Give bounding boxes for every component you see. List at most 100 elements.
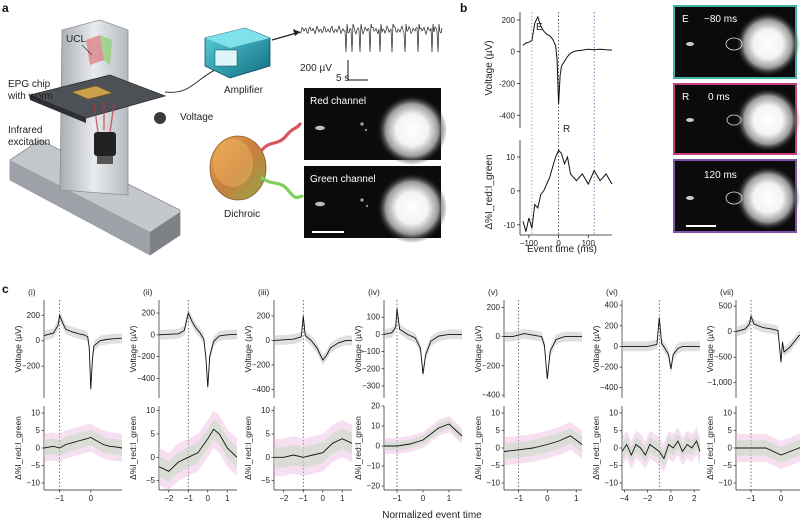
c-voltage-tick-label: 0 <box>614 342 619 351</box>
c-voltage-tick-label: 500 <box>719 302 733 311</box>
c-ratio-tick-label: 0 <box>36 444 41 453</box>
red-channel-label: Red channel <box>310 96 366 107</box>
scale-voltage-label: 200 µV <box>300 63 332 74</box>
c-x-tick-label: 2 <box>692 494 697 503</box>
c-voltage-tick-label: −300 <box>362 381 381 390</box>
c-ratio-tick-label: 10 <box>609 409 618 418</box>
c-voltage-tick-label: 200 <box>487 303 501 312</box>
c-ratio-tick-label: −10 <box>486 479 500 488</box>
c-ratio-tick-label: 0 <box>496 444 501 453</box>
c-voltage-series <box>273 315 352 361</box>
c-ratio-tick-label: −10 <box>26 479 40 488</box>
c-ratio-tick-label: −5 <box>146 476 156 485</box>
c-voltage-tick-label: −400 <box>482 391 501 400</box>
c-ratio-tick-label: −10 <box>366 462 380 471</box>
c-voltage-band <box>622 312 700 374</box>
c-subpanel: (vii)Voltage (µV)Δ%I_red:I_green5000−500… <box>705 287 800 503</box>
c-voltage-band <box>274 311 352 365</box>
c-voltage-tick-label: 0 <box>151 330 156 339</box>
c-subpanel-label: (ii) <box>143 287 153 297</box>
c-ratio-ylabel: Δ%I_red:I_green <box>591 416 601 480</box>
c-subpanel: (iii)Voltage (µV)Δ%I_red:I_green2000−200… <box>243 287 353 503</box>
b-xlabel: Event time (ms) <box>527 244 597 255</box>
c-x-tick-label: 0 <box>669 494 674 503</box>
c-ratio-tick-label: −5 <box>31 461 41 470</box>
c-subpanel-label: (i) <box>28 287 36 297</box>
b-image-r-time: 0 ms <box>708 92 730 103</box>
c-xlabel: Normalized event time <box>382 510 482 521</box>
c-voltage-ylabel: Voltage (µV) <box>128 325 138 372</box>
b-x-tick-label: 100 <box>582 239 596 248</box>
c-voltage-tick-label: −200 <box>482 361 501 370</box>
c-subpanel: (vi)Voltage (µV)Δ%I_red:I_green4002000−2… <box>591 287 701 503</box>
b-ratio-tick-label: -10 <box>503 221 515 230</box>
red-channel-image <box>304 88 447 165</box>
c-ratio-band-pink <box>504 421 582 466</box>
c-x-tick-label: 0 <box>779 494 784 503</box>
c-voltage-tick-label: 200 <box>257 311 271 320</box>
c-ratio-band-green <box>44 429 122 456</box>
b-ylabel-voltage: Voltage (µV) <box>484 40 495 95</box>
c-ratio-tick-label: 0 <box>151 453 156 462</box>
amplifier-icon <box>204 27 271 79</box>
c-voltage-ylabel: Voltage (µV) <box>591 325 601 372</box>
c-ratio-tick-label: 10 <box>146 406 155 415</box>
b-voltage-tick-label: -400 <box>499 111 516 120</box>
b-ratio-series <box>522 149 613 232</box>
epg-chip-label-2: with worm <box>7 91 53 102</box>
c-ratio-tick-label: 0 <box>728 444 733 453</box>
c-ratio-series <box>621 439 701 460</box>
c-voltage-tick-label: −100 <box>362 347 381 356</box>
c-voltage-tick-label: 400 <box>605 301 619 310</box>
c-ratio-tick-label: 0 <box>614 444 619 453</box>
c-subpanel: (i) Voltage (µV) Δ%I_red:I_green 200 0 −200 10… <box>13 287 123 503</box>
dichroic-label: Dichroic <box>224 209 260 220</box>
c-ratio-ylabel: Δ%I_red:I_green <box>243 416 253 480</box>
c-ratio-tick-label: 0 <box>266 453 271 462</box>
c-ratio-tick-label: −5 <box>491 461 501 470</box>
c-ratio-series <box>43 437 123 449</box>
c-ratio-tick-label: 5 <box>266 430 271 439</box>
c-ratio-band-green <box>622 433 700 467</box>
c-ratio-ylabel: Δ%I_red:I_green <box>353 416 363 480</box>
infrared-label-2: excitation <box>8 137 50 148</box>
microscope-illustration <box>9 19 181 256</box>
infrared-label-1: Infrared <box>8 125 42 136</box>
b-ratio-tick-label: 0 <box>511 187 516 196</box>
c-ratio-tick-label: 5 <box>614 426 619 435</box>
b-image-e-letter: E <box>682 14 689 25</box>
c-ratio-band-green <box>274 428 352 468</box>
b-voltage-series <box>522 15 613 105</box>
panel-c-label: c <box>2 282 9 296</box>
c-voltage-tick-label: 0 <box>496 332 501 341</box>
c-ratio-band-green <box>159 419 237 482</box>
c-ratio-tick-label: 10 <box>371 422 380 431</box>
b-image-e <box>673 5 800 79</box>
c-voltage-tick-label: 0 <box>728 327 733 336</box>
c-voltage-ylabel: Voltage (µV) <box>243 325 253 372</box>
c-ratio-tick-label: −5 <box>609 461 619 470</box>
c-voltage-tick-label: −400 <box>137 374 156 383</box>
c-voltage-band <box>44 310 122 394</box>
b-ylabel-ratio: Δ%I_red:I_green <box>484 154 495 229</box>
c-voltage-ylabel: Voltage (µV) <box>705 325 715 372</box>
c-voltage-ylabel: Voltage (µV) <box>13 325 23 372</box>
c-x-tick-label: −2 <box>279 494 289 503</box>
c-x-tick-label: 0 <box>545 494 550 503</box>
c-voltage-tick-label: 100 <box>367 313 381 322</box>
green-channel-image <box>304 166 447 243</box>
c-voltage-band <box>736 311 800 368</box>
c-ratio-band-green <box>736 440 800 463</box>
b-ratio-tick-label: 10 <box>506 153 515 162</box>
c-voltage-ylabel: Voltage (µV) <box>353 325 363 372</box>
c-subpanel: (v) Voltage (µV) Δ%I_red:I_green 200 0 −200 −4… <box>473 287 583 503</box>
c-ratio-band-pink <box>622 427 700 473</box>
panel-c-charts: (i)Voltage (µV)Δ%I_red:I_green2000−20010… <box>13 287 800 503</box>
b-image-r-letter: R <box>682 92 689 103</box>
c-x-tick-label: −1 <box>184 494 194 503</box>
c-ratio-tick-label: 0 <box>376 442 381 451</box>
c-voltage-tick-label: −200 <box>600 363 619 372</box>
c-ratio-tick-label: 10 <box>31 409 40 418</box>
